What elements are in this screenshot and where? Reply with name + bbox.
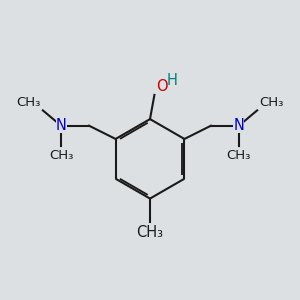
Text: O: O — [156, 79, 167, 94]
Text: CH₃: CH₃ — [227, 149, 251, 162]
Text: CH₃: CH₃ — [136, 225, 164, 240]
Text: CH₃: CH₃ — [260, 96, 284, 109]
Text: N: N — [56, 118, 67, 133]
Text: CH₃: CH₃ — [49, 149, 73, 162]
Text: N: N — [233, 118, 244, 133]
Text: CH₃: CH₃ — [16, 96, 40, 109]
Text: H: H — [167, 74, 178, 88]
